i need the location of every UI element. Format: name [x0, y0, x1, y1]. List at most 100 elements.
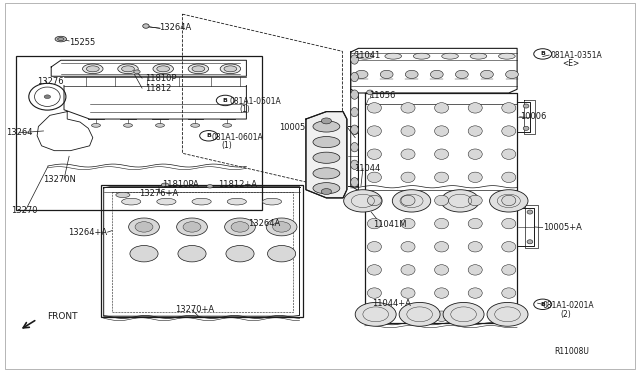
Ellipse shape	[435, 126, 449, 136]
Ellipse shape	[161, 183, 169, 187]
Text: 081A1-0201A: 081A1-0201A	[543, 301, 595, 310]
Text: 13264A: 13264A	[159, 23, 191, 32]
Ellipse shape	[502, 103, 516, 113]
Ellipse shape	[367, 311, 381, 321]
Ellipse shape	[143, 24, 149, 28]
Text: B: B	[540, 51, 545, 57]
Text: <E>: <E>	[562, 60, 579, 68]
Ellipse shape	[313, 121, 340, 132]
Ellipse shape	[356, 53, 373, 59]
Circle shape	[225, 218, 255, 236]
Ellipse shape	[83, 64, 103, 74]
Circle shape	[129, 218, 159, 236]
Bar	[101, 185, 303, 317]
Text: 11810PA: 11810PA	[162, 180, 198, 189]
Text: (1): (1)	[239, 105, 250, 114]
Circle shape	[266, 218, 297, 236]
Ellipse shape	[502, 288, 516, 298]
Ellipse shape	[401, 218, 415, 229]
Ellipse shape	[134, 70, 140, 74]
Ellipse shape	[86, 66, 99, 72]
Ellipse shape	[118, 64, 138, 74]
Text: 11056: 11056	[369, 92, 395, 100]
Text: B: B	[540, 302, 545, 307]
Ellipse shape	[313, 183, 340, 194]
Ellipse shape	[157, 66, 170, 72]
Ellipse shape	[527, 210, 532, 214]
Text: 081A1-0501A: 081A1-0501A	[229, 97, 281, 106]
Ellipse shape	[499, 53, 515, 59]
Ellipse shape	[468, 288, 483, 298]
Ellipse shape	[468, 218, 483, 229]
Text: 11044: 11044	[355, 164, 381, 173]
Ellipse shape	[502, 241, 516, 252]
Ellipse shape	[468, 195, 483, 206]
Ellipse shape	[55, 36, 67, 42]
Circle shape	[178, 246, 206, 262]
Ellipse shape	[351, 73, 358, 82]
Ellipse shape	[401, 126, 415, 136]
Ellipse shape	[401, 311, 415, 321]
Text: 13264: 13264	[6, 128, 33, 137]
Ellipse shape	[227, 198, 246, 205]
Ellipse shape	[435, 265, 449, 275]
Ellipse shape	[385, 53, 401, 59]
Ellipse shape	[523, 126, 529, 131]
Circle shape	[344, 190, 382, 212]
Ellipse shape	[367, 195, 381, 206]
Ellipse shape	[351, 125, 358, 134]
Text: 11041: 11041	[355, 51, 381, 60]
Ellipse shape	[435, 311, 449, 321]
Bar	[16, 56, 262, 210]
Text: 13276+A: 13276+A	[140, 189, 179, 198]
Ellipse shape	[502, 218, 516, 229]
Circle shape	[399, 302, 440, 326]
Ellipse shape	[401, 288, 415, 298]
Ellipse shape	[352, 130, 358, 134]
Ellipse shape	[367, 103, 381, 113]
Text: 13264+A: 13264+A	[68, 228, 107, 237]
Polygon shape	[306, 112, 347, 198]
Text: 13270N: 13270N	[44, 175, 76, 184]
Text: 10006: 10006	[520, 112, 547, 121]
Text: 15255: 15255	[69, 38, 95, 47]
Ellipse shape	[351, 160, 358, 169]
Text: 10005+A: 10005+A	[543, 223, 582, 232]
Text: (1): (1)	[221, 141, 232, 150]
Ellipse shape	[380, 70, 393, 78]
Ellipse shape	[153, 64, 173, 74]
Ellipse shape	[468, 103, 483, 113]
Ellipse shape	[224, 66, 237, 72]
Text: (2): (2)	[561, 310, 572, 319]
Ellipse shape	[481, 70, 493, 78]
Text: R11008U: R11008U	[554, 347, 589, 356]
Ellipse shape	[192, 66, 205, 72]
Circle shape	[392, 190, 431, 212]
Ellipse shape	[401, 195, 415, 206]
Ellipse shape	[351, 55, 358, 64]
Ellipse shape	[351, 178, 358, 187]
Ellipse shape	[313, 168, 340, 179]
Ellipse shape	[367, 126, 381, 136]
Ellipse shape	[352, 178, 358, 183]
Text: 11812+A: 11812+A	[218, 180, 257, 189]
Circle shape	[226, 246, 254, 262]
Ellipse shape	[116, 192, 130, 198]
Ellipse shape	[313, 137, 340, 148]
Ellipse shape	[468, 311, 483, 321]
Ellipse shape	[502, 195, 516, 206]
Ellipse shape	[435, 218, 449, 229]
Ellipse shape	[367, 172, 381, 183]
Ellipse shape	[367, 149, 381, 159]
Ellipse shape	[207, 185, 213, 188]
Ellipse shape	[435, 288, 449, 298]
Circle shape	[130, 246, 158, 262]
Ellipse shape	[191, 124, 200, 127]
Ellipse shape	[456, 70, 468, 78]
Text: 13276: 13276	[37, 77, 64, 86]
Text: 10005: 10005	[279, 123, 305, 132]
Circle shape	[487, 302, 528, 326]
Ellipse shape	[367, 288, 381, 298]
Ellipse shape	[401, 172, 415, 183]
Circle shape	[273, 222, 291, 232]
